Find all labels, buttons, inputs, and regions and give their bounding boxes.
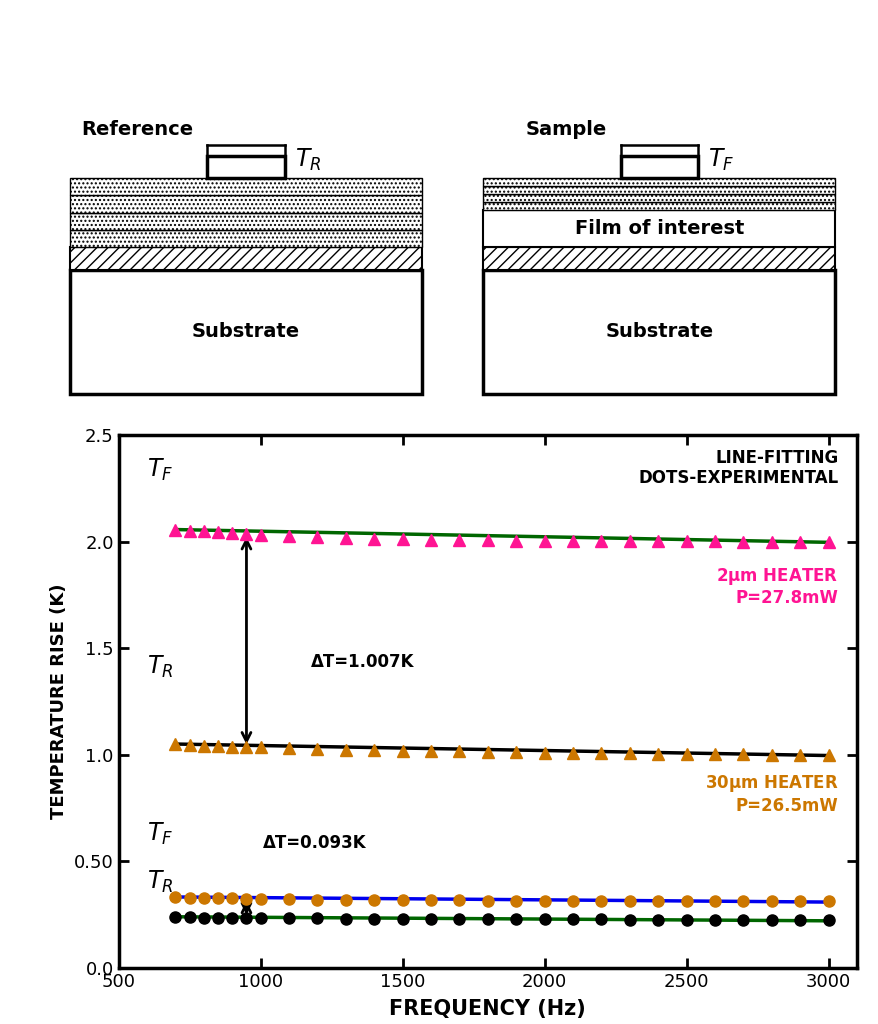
Text: Sample: Sample [525, 120, 606, 139]
Bar [483, 178, 834, 186]
Bar [70, 229, 421, 247]
Text: $T_F$: $T_F$ [147, 821, 173, 848]
Bar [483, 210, 834, 247]
Text: ΔT=0.093K: ΔT=0.093K [263, 834, 366, 852]
Text: ΔT=1.007K: ΔT=1.007K [310, 652, 414, 671]
Text: $\mathbf{30\mu m}$ HEATER
P=26.5mW: $\mathbf{30\mu m}$ HEATER P=26.5mW [704, 773, 838, 815]
Bar [483, 186, 834, 195]
Text: $T_R$: $T_R$ [147, 653, 173, 680]
Text: LINE-FITTING
DOTS-EXPERIMENTAL: LINE-FITTING DOTS-EXPERIMENTAL [637, 449, 838, 487]
Text: $T_F$: $T_F$ [147, 457, 173, 482]
Bar [483, 203, 834, 210]
Bar [70, 247, 421, 269]
Bar [207, 156, 284, 178]
Bar [483, 269, 834, 394]
Text: Substrate: Substrate [191, 323, 300, 341]
Text: $T_R$: $T_R$ [147, 869, 173, 895]
Bar [483, 247, 834, 269]
Y-axis label: TEMPERATURE RISE (K): TEMPERATURE RISE (K) [50, 584, 68, 819]
Text: $T_R$: $T_R$ [295, 147, 321, 173]
Text: Film of interest: Film of interest [574, 219, 743, 238]
Text: Reference: Reference [81, 120, 193, 139]
Text: $T_F$: $T_F$ [708, 147, 734, 173]
Bar [620, 156, 697, 178]
X-axis label: FREQUENCY (Hz): FREQUENCY (Hz) [389, 998, 586, 1019]
Bar [70, 269, 421, 394]
Bar [70, 213, 421, 229]
Bar [70, 196, 421, 213]
Bar [70, 178, 421, 196]
Text: $\mathbf{2\mu m}$ HEATER
P=27.8mW: $\mathbf{2\mu m}$ HEATER P=27.8mW [716, 565, 838, 607]
Bar [483, 195, 834, 203]
Text: Substrate: Substrate [604, 323, 713, 341]
